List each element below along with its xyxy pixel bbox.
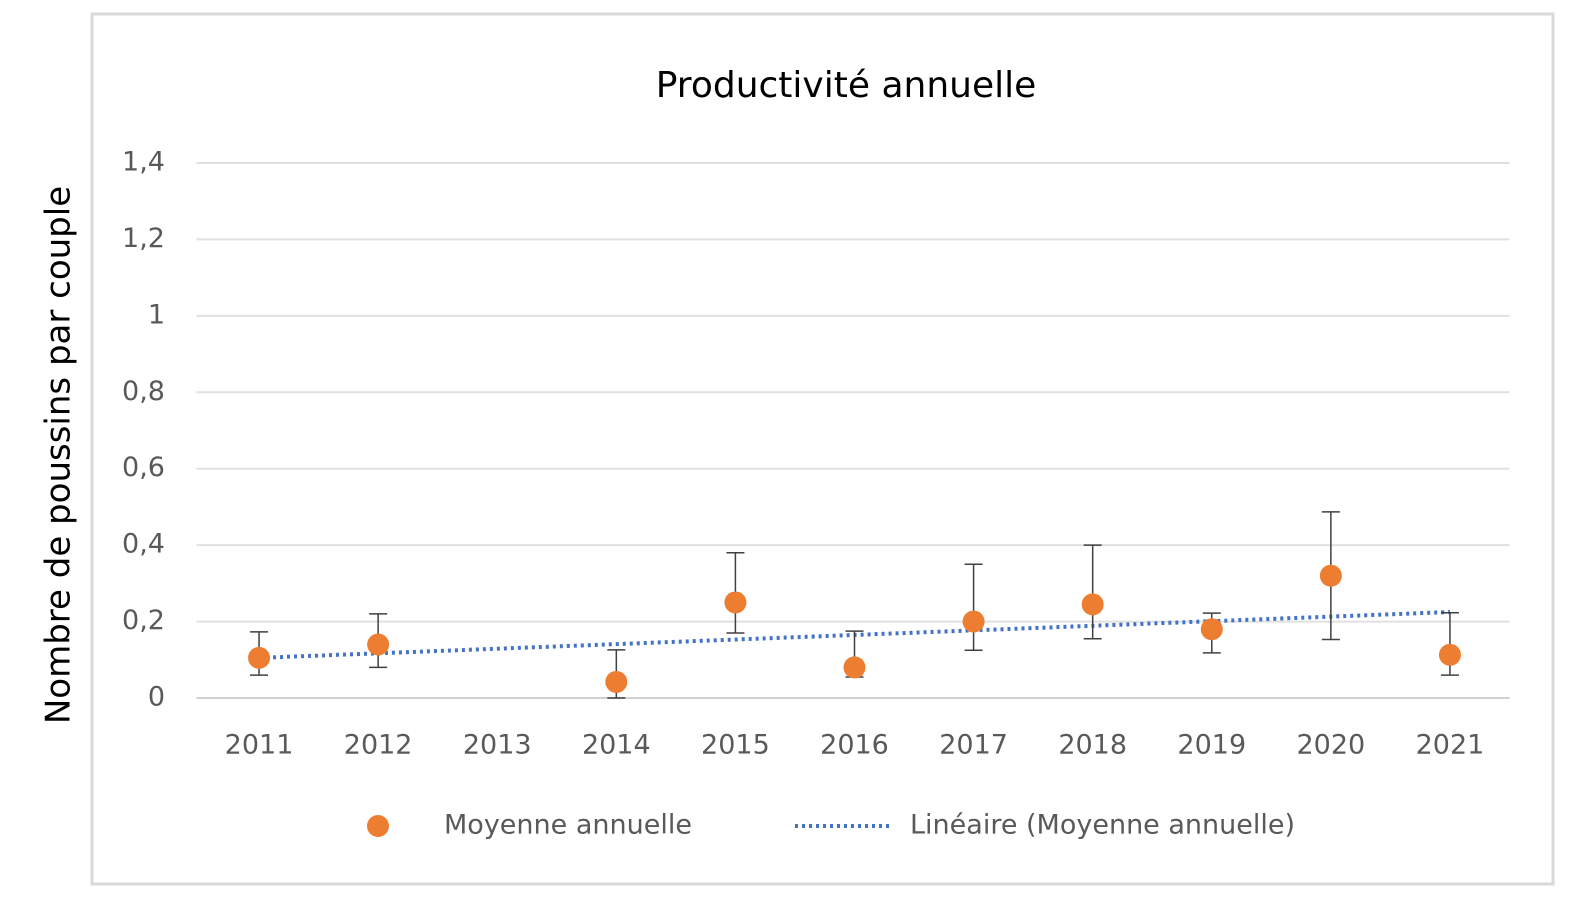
x-tick-label: 2020 bbox=[1297, 730, 1366, 761]
x-tick-label: 2012 bbox=[344, 730, 413, 761]
legend-marker bbox=[367, 815, 389, 837]
y-tick-label: 0,6 bbox=[122, 452, 165, 483]
y-tick-label: 0 bbox=[148, 682, 165, 713]
point bbox=[724, 591, 747, 614]
x-tick-label: 2019 bbox=[1177, 730, 1246, 761]
point bbox=[1438, 643, 1461, 666]
y-tick-label: 0,4 bbox=[122, 529, 165, 560]
y-tick-label: 0,2 bbox=[122, 605, 165, 636]
legend-label: Linéaire (Moyenne annuelle) bbox=[910, 810, 1295, 841]
y-axis-label: Nombre de poussins par couple bbox=[39, 186, 79, 724]
x-tick-label: 2015 bbox=[701, 730, 770, 761]
legend-label: Moyenne annuelle bbox=[444, 810, 692, 841]
point bbox=[367, 633, 390, 656]
x-tick-label: 2013 bbox=[463, 730, 532, 761]
point bbox=[962, 610, 985, 633]
x-tick-label: 2016 bbox=[820, 730, 889, 761]
point bbox=[605, 670, 628, 693]
y-tick-label: 1 bbox=[148, 299, 165, 330]
y-tick-label: 0,8 bbox=[122, 376, 165, 407]
chart-border bbox=[90, 12, 1555, 886]
y-tick-label: 1,4 bbox=[122, 147, 165, 178]
x-tick-label: 2017 bbox=[939, 730, 1008, 761]
point bbox=[1319, 564, 1342, 587]
point bbox=[1081, 593, 1104, 616]
x-tick-label: 2011 bbox=[225, 730, 294, 761]
x-tick-label: 2021 bbox=[1416, 730, 1485, 761]
point bbox=[1200, 618, 1223, 641]
chart-title: Productivité annuelle bbox=[656, 65, 1037, 106]
x-tick-label: 2018 bbox=[1058, 730, 1127, 761]
x-tick-label: 2014 bbox=[582, 730, 651, 761]
point bbox=[248, 646, 271, 669]
y-tick-label: 1,2 bbox=[122, 223, 165, 254]
point bbox=[843, 656, 866, 679]
